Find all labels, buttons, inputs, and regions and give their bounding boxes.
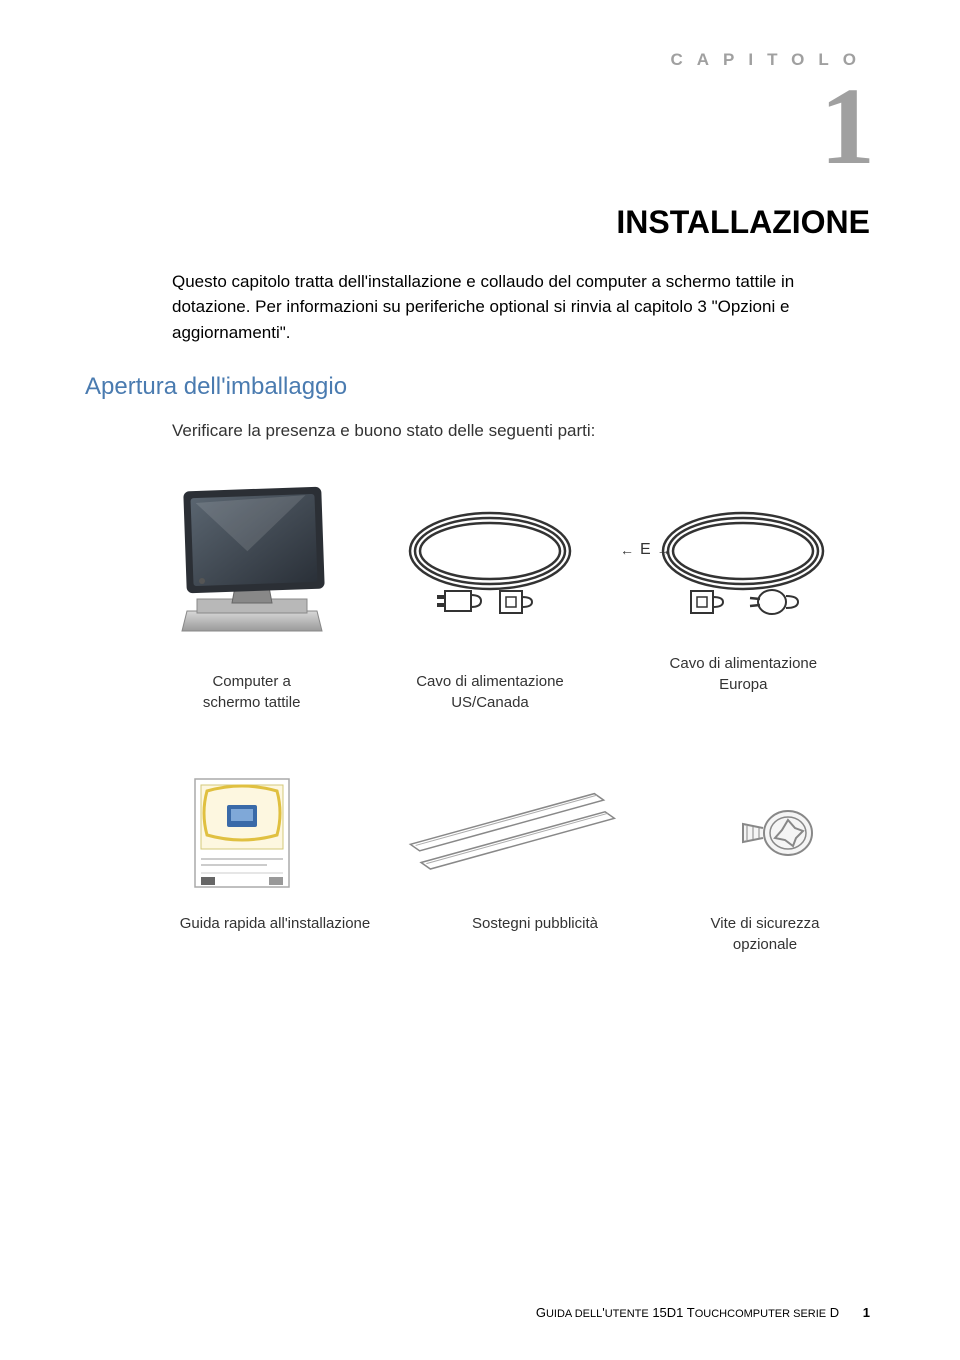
ad-supports-icon: [390, 788, 640, 878]
parts-row-2: [140, 773, 870, 893]
intro-paragraph: Questo capitolo tratta dell'installazion…: [172, 269, 870, 346]
quick-guide-icon: [187, 773, 297, 893]
touch-computer-icon: [167, 481, 337, 641]
power-cable-us-label: Cavo di alimentazione US/Canada: [390, 671, 590, 713]
security-screw-label: Vite di sicurezza opzionale: [685, 913, 845, 955]
arrow-right-icon: →: [657, 542, 671, 558]
page-footer: GUIDA DELL'UTENTE 15D1 TOUCHCOMPUTER SER…: [536, 1305, 870, 1320]
parts-row-1: ← E →: [140, 481, 870, 641]
power-cable-eu-label: Cavo di alimentazione Europa: [643, 653, 843, 695]
chapter-title: INSTALLAZIONE: [100, 204, 870, 241]
chapter-number: 1: [100, 80, 875, 174]
power-cable-eu-icon: [643, 496, 843, 626]
section-body: Verificare la presenza e buono stato del…: [172, 421, 870, 441]
quick-guide-label: Guida rapida all'installazione: [165, 913, 385, 934]
e-separator: ← E →: [620, 541, 671, 559]
touch-computer-label: Computer a schermo tattile: [167, 671, 337, 713]
ad-supports-label: Sostegni pubblicità: [435, 913, 635, 934]
page-number: 1: [863, 1305, 870, 1320]
arrow-left-icon: ←: [620, 542, 634, 558]
security-screw-icon: [733, 798, 823, 868]
chapter-label: CAPITOLO: [100, 50, 870, 70]
power-cable-us-icon: [390, 496, 590, 626]
parts-row-2-labels: Guida rapida all'installazione Sostegni …: [140, 913, 870, 955]
section-title: Apertura dell'imballaggio: [85, 373, 870, 401]
parts-row-1-labels: Computer a schermo tattile Cavo di alime…: [140, 671, 870, 713]
